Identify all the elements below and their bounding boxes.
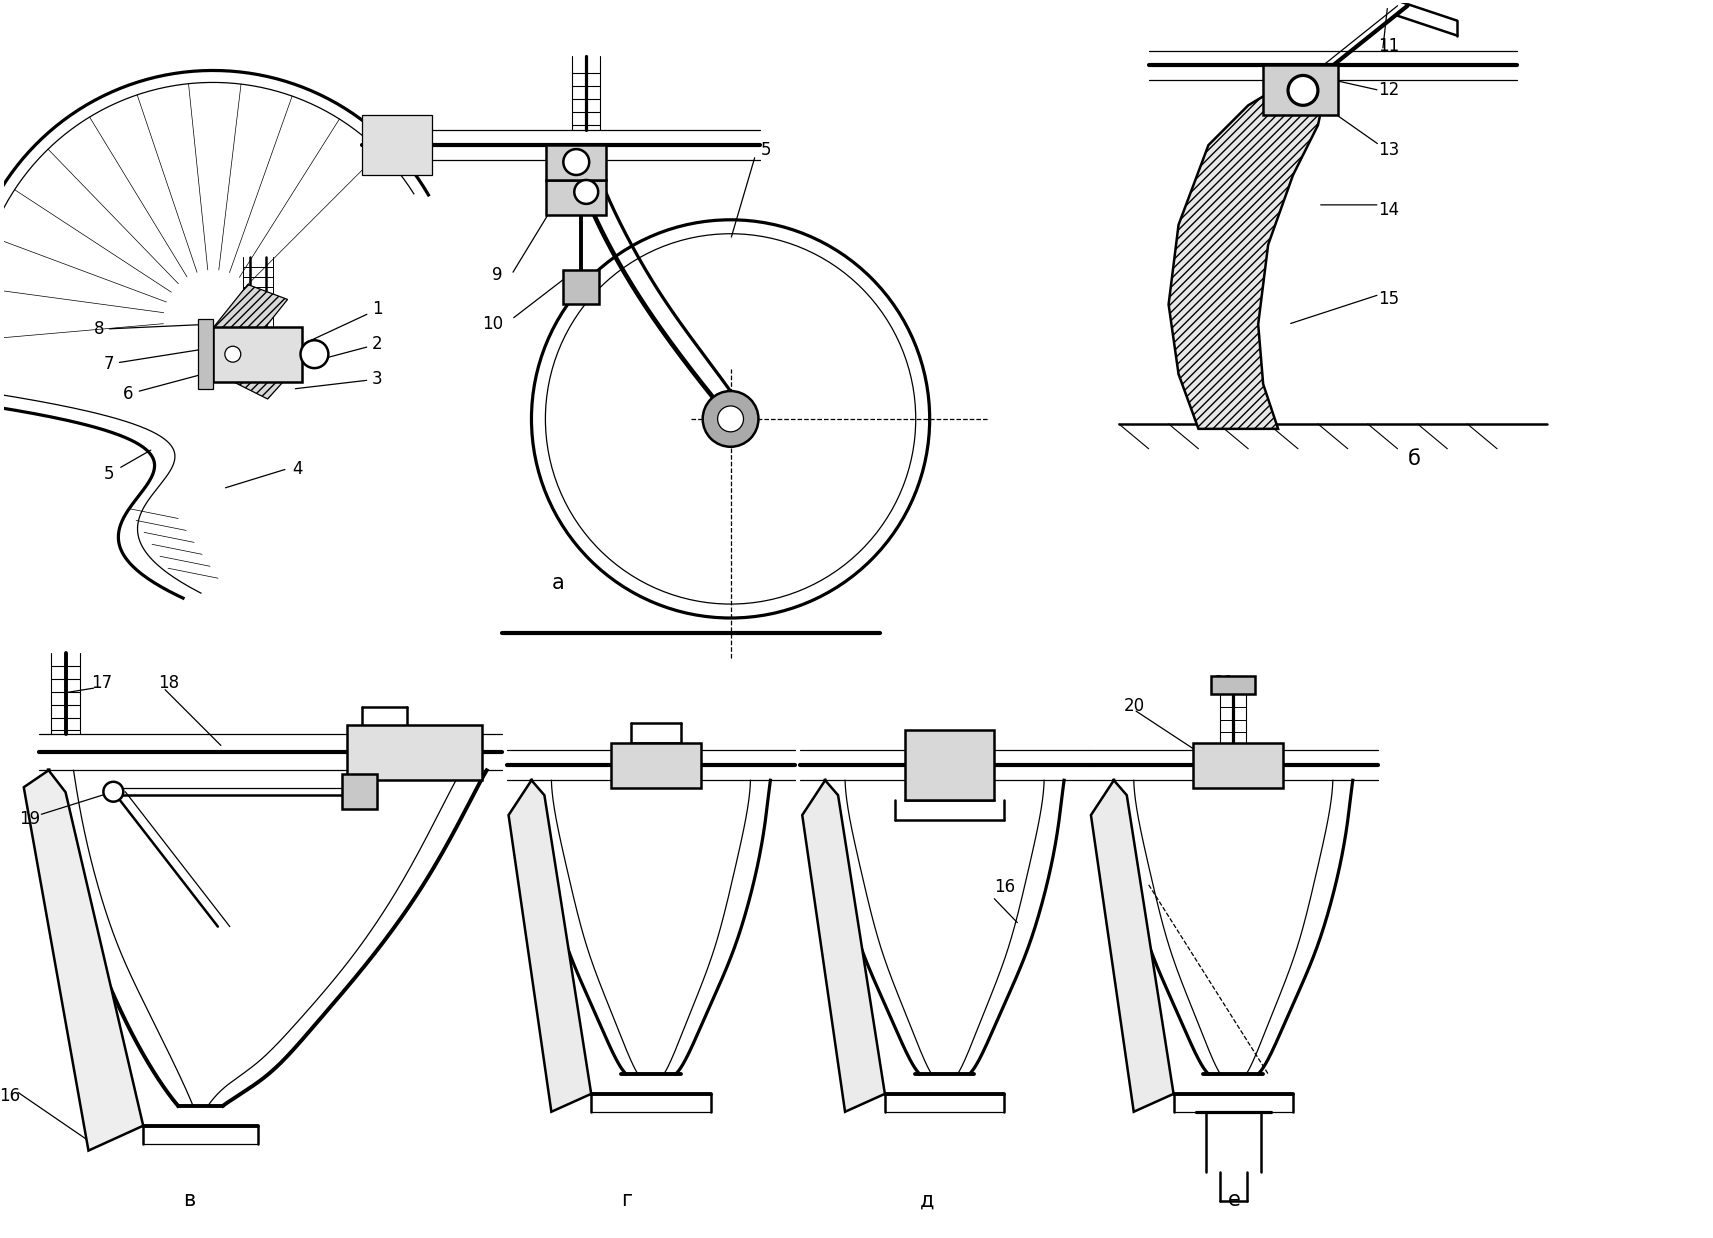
Circle shape [718,406,743,432]
Text: +: + [406,758,418,771]
Text: д: д [920,1191,934,1211]
Text: 16: 16 [994,878,1016,896]
Polygon shape [1211,676,1256,693]
Polygon shape [904,730,994,800]
Polygon shape [1194,743,1283,787]
Circle shape [1288,76,1317,105]
Text: 5: 5 [103,464,113,483]
Polygon shape [546,145,606,180]
Text: 10: 10 [481,316,504,333]
Polygon shape [199,319,212,389]
Polygon shape [612,743,701,787]
Text: 2: 2 [305,335,382,364]
Circle shape [564,149,589,175]
Polygon shape [1091,780,1173,1112]
Polygon shape [802,780,886,1112]
Polygon shape [1262,66,1338,115]
Text: +: + [372,734,382,747]
Text: в: в [183,1191,195,1211]
Polygon shape [207,285,288,349]
Polygon shape [564,270,600,305]
Text: 12: 12 [1377,82,1400,99]
Text: 6: 6 [123,375,200,404]
Circle shape [300,340,329,368]
Text: б: б [1408,448,1420,469]
Text: 17: 17 [91,673,113,692]
Polygon shape [24,770,144,1150]
Polygon shape [228,334,312,399]
Text: +: + [406,734,418,747]
Text: 16: 16 [0,1087,21,1104]
Text: 8: 8 [94,321,206,338]
Circle shape [702,391,759,447]
Text: 5: 5 [761,141,771,160]
Text: а: а [552,573,564,593]
Text: е: е [1228,1191,1242,1211]
Polygon shape [509,780,591,1112]
Polygon shape [546,180,606,215]
Text: 20: 20 [1124,697,1144,714]
Text: 7: 7 [103,349,200,373]
Text: 4: 4 [293,459,303,478]
Text: +: + [372,758,382,771]
Text: 18: 18 [158,673,180,692]
Text: 3: 3 [295,370,382,389]
Text: 14: 14 [1377,201,1400,219]
Polygon shape [212,327,303,381]
Text: г: г [622,1191,632,1211]
Polygon shape [348,725,481,780]
Text: 9: 9 [492,266,502,284]
Circle shape [574,180,598,204]
Polygon shape [361,115,432,175]
Polygon shape [1168,76,1328,428]
Text: 19: 19 [19,810,39,828]
Polygon shape [343,774,377,810]
Text: 21: 21 [1213,673,1235,692]
Text: 11: 11 [1377,37,1400,54]
Text: 1: 1 [305,301,382,343]
Circle shape [224,347,242,363]
Text: 15: 15 [1377,291,1400,308]
Circle shape [103,781,123,802]
Text: 13: 13 [1377,141,1400,160]
